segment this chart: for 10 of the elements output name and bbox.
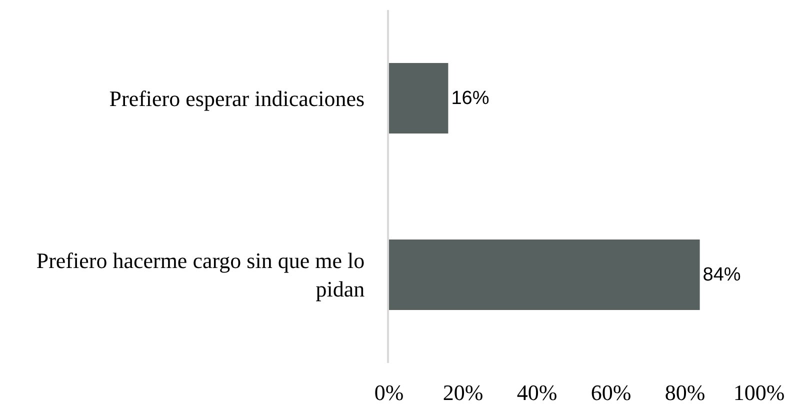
y-tick-label: Prefiero esperar indicaciones xyxy=(109,86,365,111)
data-label: 84% xyxy=(702,264,741,286)
data-label: 16% xyxy=(451,88,490,109)
x-tick-label: 60% xyxy=(590,380,632,405)
x-tick-label: 40% xyxy=(516,380,558,405)
x-tick-label: 100% xyxy=(733,380,785,405)
x-tick-label: 80% xyxy=(664,380,706,405)
y-tick-label: Prefiero hacerme cargo sin que me lo pidan xyxy=(36,248,365,302)
x-tick-label: 20% xyxy=(442,380,484,405)
x-tick-label: 0% xyxy=(374,380,404,405)
